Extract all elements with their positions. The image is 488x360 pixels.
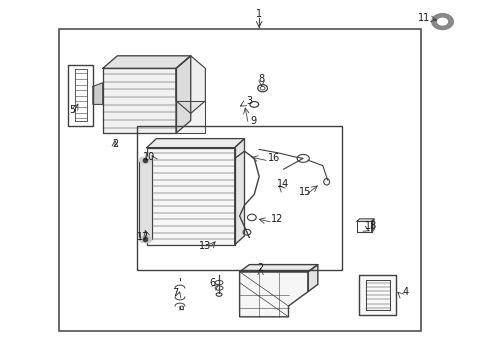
Text: 17: 17 [136, 232, 149, 242]
Text: 4: 4 [402, 287, 408, 297]
Text: 8: 8 [258, 74, 264, 84]
Polygon shape [146, 139, 244, 148]
Text: 11: 11 [417, 13, 430, 23]
Text: 3: 3 [246, 96, 252, 106]
Polygon shape [234, 139, 244, 245]
Text: 18: 18 [364, 221, 376, 231]
Text: 9: 9 [250, 116, 256, 126]
Text: 1: 1 [256, 9, 262, 19]
Text: 2: 2 [112, 139, 118, 149]
Polygon shape [102, 68, 176, 133]
Text: 10: 10 [142, 152, 155, 162]
Text: 16: 16 [267, 153, 280, 163]
Text: 15: 15 [299, 186, 311, 197]
Text: 12: 12 [270, 214, 283, 224]
Polygon shape [93, 83, 102, 104]
Polygon shape [176, 101, 205, 133]
Polygon shape [102, 56, 190, 68]
Polygon shape [307, 265, 317, 292]
Bar [139, 160, 151, 239]
Text: 6: 6 [209, 278, 215, 288]
Polygon shape [176, 56, 205, 113]
Bar [59, 29, 420, 331]
Text: 2: 2 [257, 263, 263, 273]
Text: 13: 13 [199, 240, 211, 251]
Polygon shape [359, 275, 395, 315]
Ellipse shape [139, 236, 151, 243]
Text: 5: 5 [69, 105, 75, 115]
Polygon shape [239, 265, 317, 272]
Polygon shape [239, 272, 307, 317]
Ellipse shape [139, 157, 151, 163]
Text: 7: 7 [172, 288, 178, 298]
Polygon shape [176, 56, 190, 133]
Bar [137, 126, 342, 270]
Polygon shape [146, 148, 234, 245]
Text: 14: 14 [276, 179, 288, 189]
